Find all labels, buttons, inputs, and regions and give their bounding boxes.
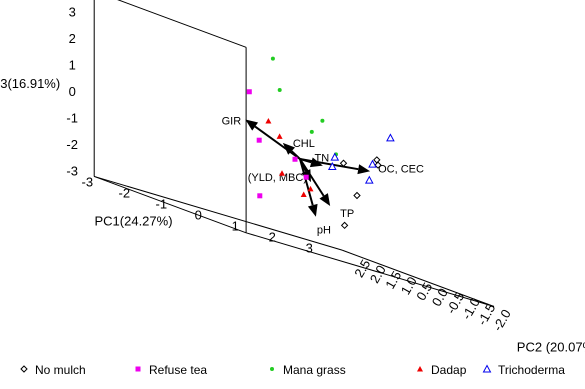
vector-label: pH	[317, 225, 331, 237]
z-tick-label: -1	[66, 111, 78, 126]
point-no-mulch	[340, 221, 349, 230]
point-trichoderma	[327, 161, 337, 170]
legend-label: Trichoderma	[498, 363, 565, 377]
point-dadap	[300, 191, 307, 198]
vector-shaft	[254, 125, 301, 160]
legend-label: Mana grass	[283, 363, 346, 377]
point-mana-grass	[320, 118, 325, 123]
series-dadap	[265, 118, 314, 198]
x-tick-label: 3	[306, 240, 313, 255]
vector-arrowhead	[357, 164, 371, 175]
point-trichoderma	[330, 152, 340, 161]
z-tick-label: -3	[66, 164, 78, 179]
vector-arrowhead	[319, 193, 331, 206]
back-wall-edge	[117, 0, 247, 48]
series-trichoderma	[327, 133, 395, 184]
legend-item-dadap: Dadap	[417, 363, 467, 377]
point-no-mulch	[373, 156, 381, 164]
series-refuse-tea	[246, 89, 309, 199]
x-tick-label: 0	[195, 207, 202, 222]
point-no-mulch	[374, 161, 382, 169]
vector-label: OC, CEC	[378, 163, 424, 175]
point-dadap	[276, 133, 283, 139]
x-tick-label: -3	[82, 174, 94, 189]
floor-edge	[341, 249, 495, 307]
vector-arrowhead	[307, 203, 318, 217]
legend-label: Dadap	[431, 363, 467, 377]
point-trichoderma	[368, 159, 377, 168]
vector-chl: CHL	[282, 138, 315, 160]
legend-label: No mulch	[35, 363, 86, 377]
legend-item-refuse-tea: Refuse tea	[135, 363, 207, 377]
point-no-mulch	[353, 191, 361, 200]
x-tick-label: 2	[269, 229, 276, 244]
legend-item-trichoderma: Trichoderma	[482, 363, 565, 377]
vector-tp: TP	[299, 158, 354, 220]
legend-marker	[135, 366, 141, 372]
vector-shaft	[299, 158, 314, 206]
point-dadap	[265, 118, 272, 124]
point-refuse-tea	[292, 156, 298, 162]
floor-edge	[245, 232, 495, 307]
point-dadap	[279, 170, 285, 176]
point-dadap	[307, 185, 314, 192]
floor-edge	[94, 175, 343, 251]
legend-marker	[417, 366, 423, 372]
vector-label: TP	[340, 208, 354, 220]
axis-titles: PC1(24.27%) PC2 (20.07%) PC3(16.91%)	[0, 76, 585, 354]
axes-box	[93, 0, 495, 307]
z-tick-label: 1	[69, 58, 76, 73]
point-mana-grass	[277, 88, 282, 93]
vector-oc-cec: OC, CEC	[299, 158, 424, 175]
x-tick-label: -1	[156, 196, 168, 211]
vector-shaft	[299, 158, 359, 171]
x-tick-label: -2	[119, 185, 131, 200]
vector-gir: GIR	[222, 116, 301, 160]
data-points	[246, 56, 395, 230]
point-refuse-tea	[246, 89, 252, 95]
vector-label: CHL	[293, 138, 315, 150]
tick-labels: -3-2-10123-3-2-10123-2.0-1.5-1.0-0.50.00…	[66, 5, 513, 334]
series-no-mulch	[339, 156, 382, 230]
point-refuse-tea	[256, 137, 262, 143]
legend-marker	[270, 367, 274, 371]
vector-arrowhead	[245, 119, 259, 131]
point-trichoderma	[364, 175, 374, 184]
x-tick-label: 1	[232, 218, 239, 233]
point-refuse-tea	[303, 174, 309, 180]
legend-item-mana-grass: Mana grass	[270, 363, 346, 377]
vector-label: (YLD, MBC)	[248, 172, 307, 184]
legend-marker	[20, 365, 28, 373]
legend-marker	[482, 364, 492, 373]
z-tick-label: 2	[69, 31, 76, 46]
vector-shaft	[290, 150, 301, 160]
series-mana-grass	[270, 56, 338, 157]
vector-ph: pH	[299, 158, 331, 237]
legend-item-no-mulch: No mulch	[20, 363, 86, 377]
back-wall-edge	[94, 175, 247, 234]
x-axis-label: PC1(24.27%)	[94, 213, 172, 228]
point-mana-grass	[270, 56, 275, 61]
point-refuse-tea	[257, 193, 263, 199]
y-axis-label: PC2 (20.07%)	[517, 339, 585, 354]
z-tick-label: 3	[69, 5, 76, 20]
vector-label: GIR	[222, 116, 242, 128]
legend: No mulch Refuse tea Mana grass Dadap Trichod…	[20, 363, 565, 377]
z-tick-label: -2	[66, 137, 78, 152]
point-trichoderma	[386, 133, 395, 142]
vector-shaft	[299, 158, 325, 197]
z-tick-label: 0	[69, 84, 76, 99]
point-no-mulch	[339, 159, 348, 167]
legend-label: Refuse tea	[149, 363, 207, 377]
point-mana-grass	[309, 129, 314, 134]
z-axis-label: PC3(16.91%)	[0, 76, 60, 91]
vector-arrowhead	[282, 142, 296, 155]
